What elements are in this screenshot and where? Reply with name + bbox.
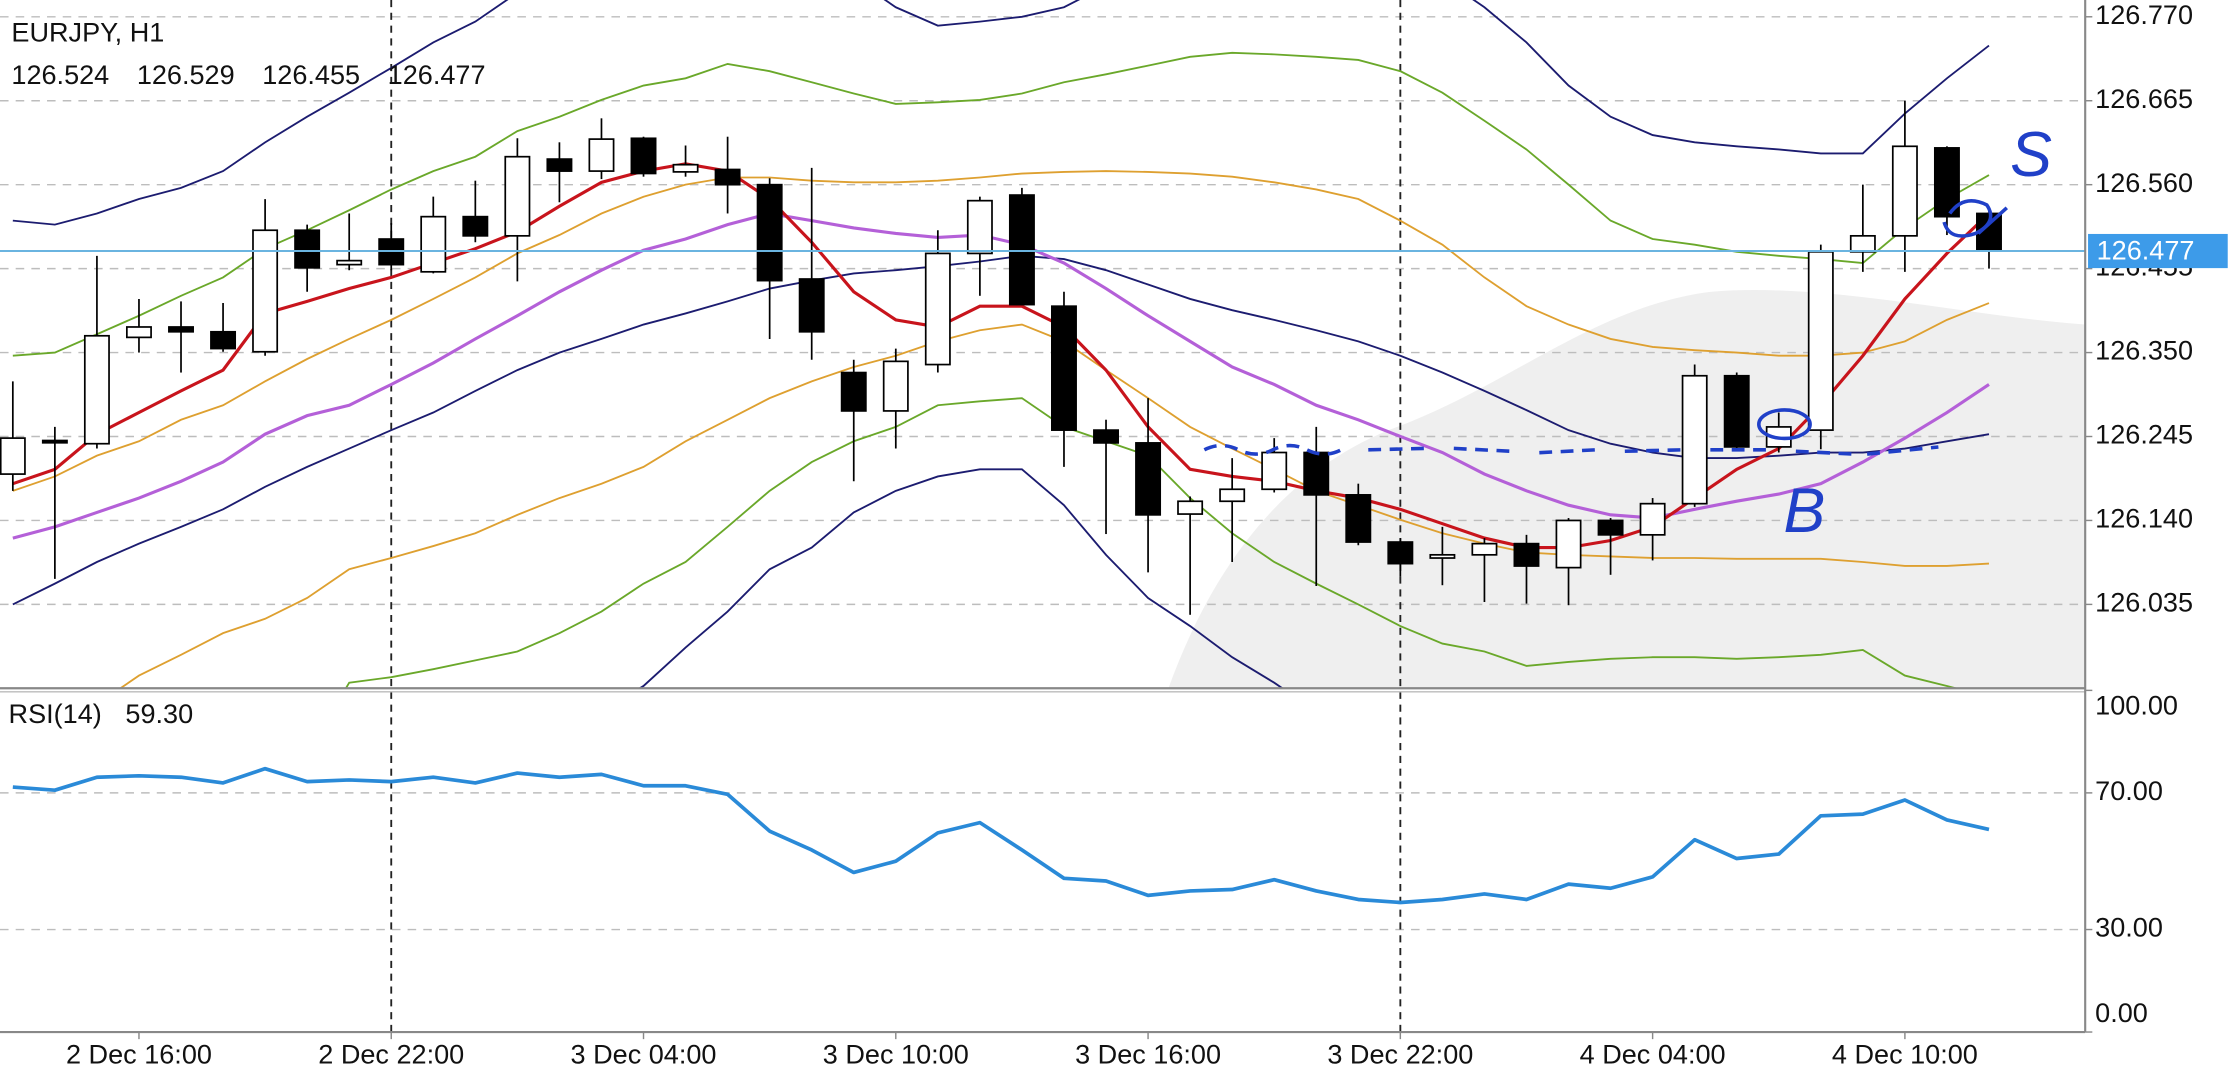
ohlc-close: 126.477 <box>388 60 486 90</box>
candle-body <box>840 371 867 412</box>
indicator-line <box>12 254 1990 606</box>
current-price-box <box>2088 233 2228 269</box>
candle-body <box>1723 374 1750 448</box>
candle-body <box>1261 451 1288 491</box>
candle-body <box>588 138 615 172</box>
y-tick-label: 126.350 <box>2095 336 2193 366</box>
candle-body <box>630 137 657 175</box>
candle-body <box>1639 502 1666 536</box>
candle-body <box>462 215 489 237</box>
indicator-line <box>639 468 1283 688</box>
y-tick-label: 126.245 <box>2095 420 2193 450</box>
candle-body <box>1008 194 1035 306</box>
rsi-title: RSI(14) <box>9 699 102 729</box>
candle-body <box>672 163 699 173</box>
candle-body <box>1093 429 1119 444</box>
candle-body <box>420 215 447 273</box>
candle-body <box>882 360 909 412</box>
axes: 126.770 126.665 126.560 126.455 126.350 126.2… <box>66 0 2228 1069</box>
x-tick-label: 4 Dec 04:00 <box>1580 1039 1726 1069</box>
candle-body <box>336 259 363 266</box>
rsi-line <box>12 766 1990 905</box>
x-tick-label: 2 Dec 22:00 <box>318 1039 464 1069</box>
x-tick-label: 4 Dec 10:00 <box>1832 1039 1978 1069</box>
x-tick-label: 3 Dec 10:00 <box>823 1039 969 1069</box>
candle-body <box>1177 500 1204 515</box>
indicator-line <box>119 323 1990 688</box>
indicator-lines <box>12 0 1991 688</box>
candle-body <box>798 278 825 333</box>
candle-body <box>1555 519 1582 569</box>
candle-body <box>714 168 741 186</box>
candle-body <box>1051 305 1077 431</box>
candle-body <box>125 326 152 339</box>
candle-body <box>1891 145 1918 237</box>
candle-body <box>1219 488 1246 503</box>
y-tick-label: 126.140 <box>2095 504 2193 534</box>
ohlc-high: 126.529 <box>137 60 235 90</box>
candle-body <box>1429 553 1456 559</box>
y-tick-label: 126.665 <box>2095 84 2193 114</box>
candle-body <box>1849 234 1876 253</box>
candle-body <box>1345 494 1372 543</box>
indicator-line <box>12 51 1990 357</box>
candle-body <box>1135 442 1162 516</box>
ohlc-low: 126.455 <box>262 60 360 90</box>
candle-body <box>0 437 26 475</box>
candle-body <box>1471 542 1498 556</box>
candle-body <box>1387 541 1414 565</box>
candle-body <box>924 252 951 366</box>
cloud-area <box>1168 290 2086 688</box>
candle-body <box>210 330 237 350</box>
y-tick-label: 0.00 <box>2095 998 2148 1028</box>
candle-body <box>546 158 573 172</box>
candle-body <box>168 326 194 333</box>
candle-body <box>294 229 321 269</box>
annotation: B <box>1784 476 1826 546</box>
y-tick-label: 126.560 <box>2095 168 2193 198</box>
candle-body <box>756 183 783 282</box>
annotation: S <box>2010 120 2052 190</box>
candle-body <box>966 199 993 255</box>
candles <box>0 100 2086 615</box>
chart-title: EURJPY, H1 <box>11 17 164 47</box>
indicator-line <box>345 397 1957 688</box>
candle-body <box>504 155 531 237</box>
y-tick-label: 30.00 <box>2095 913 2163 943</box>
y-tick-label: 126.035 <box>2095 588 2193 618</box>
rsi-panel <box>12 766 1990 905</box>
current-price-label: 126.477 <box>2097 236 2195 266</box>
candle-body <box>1807 250 1834 431</box>
x-tick-label: 3 Dec 22:00 <box>1327 1039 1473 1069</box>
y-tick-label: 126.770 <box>2095 0 2193 30</box>
candle-body <box>252 229 279 353</box>
candle-body <box>1681 374 1708 505</box>
candle-body <box>83 334 110 445</box>
ohlc-open: 126.524 <box>11 60 109 90</box>
indicator-line <box>12 0 1990 226</box>
hand-circle <box>1757 408 1812 441</box>
y-tick-label: 100.00 <box>2095 691 2178 721</box>
x-tick-label: 2 Dec 16:00 <box>66 1039 212 1069</box>
hand-line <box>1203 443 1939 456</box>
x-tick-label: 3 Dec 04:00 <box>571 1039 717 1069</box>
candle-body <box>1597 519 1624 536</box>
indicator-line <box>12 170 1990 492</box>
y-tick-label: 70.00 <box>2095 776 2163 806</box>
grid <box>0 16 2086 931</box>
hand-drawing: S B <box>1203 120 2052 546</box>
rsi-value: 59.30 <box>125 699 193 729</box>
hand-circle <box>1942 199 2008 238</box>
candle-body <box>1303 451 1330 496</box>
candle-body <box>1513 542 1540 567</box>
x-tick-label: 3 Dec 16:00 <box>1075 1039 1221 1069</box>
candle-body <box>41 439 68 444</box>
